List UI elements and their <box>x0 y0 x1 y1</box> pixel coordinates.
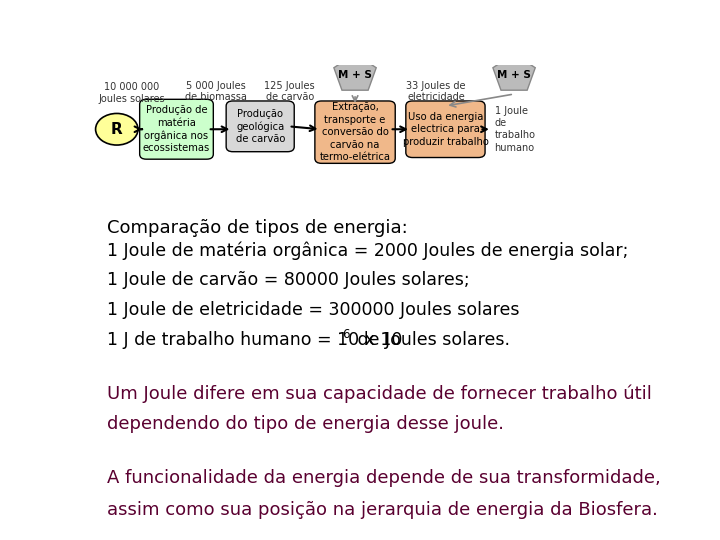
Text: 10 000 000
Joules solares: 10 000 000 Joules solares <box>99 82 165 104</box>
FancyBboxPatch shape <box>140 99 213 159</box>
Polygon shape <box>493 54 535 90</box>
Text: Produção de
matéria
orgânica nos
ecossistemas: Produção de matéria orgânica nos ecossis… <box>143 105 210 153</box>
Text: 1 Joule
de
trabalho
humano: 1 Joule de trabalho humano <box>495 106 536 153</box>
Text: 5 000 Joules
de biomassa: 5 000 Joules de biomassa <box>184 80 246 102</box>
Text: 1 J de trabalho humano = 10 x 10: 1 J de trabalho humano = 10 x 10 <box>107 332 402 349</box>
Text: M + S: M + S <box>338 70 372 80</box>
Text: Extração,
transporte e
conversão do
carvão na
termo-elétrica: Extração, transporte e conversão do carv… <box>320 103 390 162</box>
Text: 33 Joules de
eletricidade: 33 Joules de eletricidade <box>406 80 466 102</box>
Text: 1 Joule de eletricidade = 300000 Joules solares: 1 Joule de eletricidade = 300000 Joules … <box>107 301 519 319</box>
Text: M + S: M + S <box>497 70 531 80</box>
Text: dependendo do tipo de energia desse joule.: dependendo do tipo de energia desse joul… <box>107 415 504 433</box>
Text: de Joules solares.: de Joules solares. <box>352 332 510 349</box>
FancyBboxPatch shape <box>315 101 395 163</box>
Text: Um Joule difere em sua capacidade de fornecer trabalho útil: Um Joule difere em sua capacidade de for… <box>107 384 652 403</box>
Text: Comparação de tipos de energia:: Comparação de tipos de energia: <box>107 219 408 237</box>
Text: A funcionalidade da energia depende de sua transformidade,: A funcionalidade da energia depende de s… <box>107 469 660 488</box>
Text: 125 Joules
de carvão: 125 Joules de carvão <box>264 80 315 102</box>
Circle shape <box>96 113 138 145</box>
Text: 1 Joule de matéria orgânica = 2000 Joules de energia solar;: 1 Joule de matéria orgânica = 2000 Joule… <box>107 241 628 260</box>
Text: R: R <box>111 122 122 137</box>
Text: 1 Joule de carvão = 80000 Joules solares;: 1 Joule de carvão = 80000 Joules solares… <box>107 272 469 289</box>
Polygon shape <box>334 54 377 90</box>
FancyBboxPatch shape <box>406 101 485 158</box>
Text: Produção
geológica
de carvão: Produção geológica de carvão <box>235 109 285 144</box>
Text: 6: 6 <box>342 328 350 341</box>
Text: assim como sua posição na jerarquia de energia da Biosfera.: assim como sua posição na jerarquia de e… <box>107 501 657 518</box>
Text: Uso da energia
electrica para
produzir trabalho: Uso da energia electrica para produzir t… <box>402 112 488 147</box>
FancyBboxPatch shape <box>226 101 294 152</box>
